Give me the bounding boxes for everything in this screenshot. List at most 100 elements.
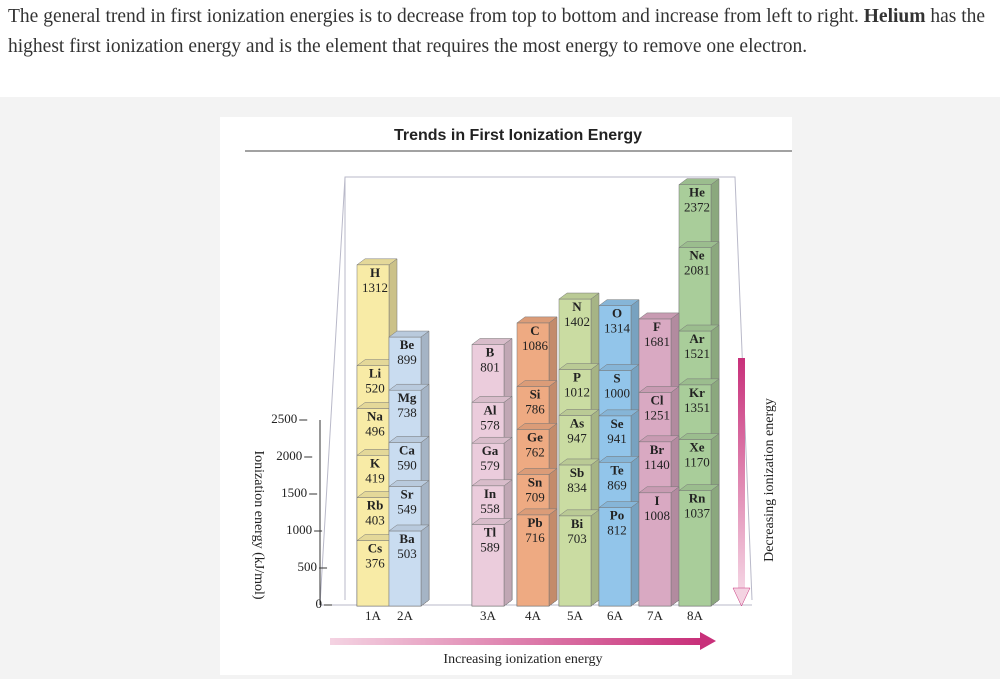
element-symbol: B [486,344,495,359]
element-value: 2081 [684,263,710,278]
element-symbol: Br [650,442,665,457]
column-top [388,480,430,487]
element-symbol: C [530,323,539,338]
column-side [590,509,600,607]
column [388,530,422,607]
column-top [638,486,680,494]
element-symbol: Sr [401,486,414,501]
group-label: 5A [567,608,584,623]
element-value: 589 [480,539,500,554]
column-side [710,484,720,607]
element-symbol: Al [484,402,497,417]
element-value: 738 [397,405,417,420]
element-value: 899 [397,352,417,367]
element-value: 503 [397,546,417,561]
column-top [678,241,720,248]
y-tick-label: 2500 [271,411,297,426]
figure-title: Trends in First Ionization Energy [394,127,642,144]
element-value: 1521 [684,346,710,361]
element-value: 1012 [564,384,590,399]
element-symbol: Mg [398,390,417,405]
column [678,490,712,607]
column-top [471,396,513,403]
element-symbol: Rn [689,491,706,506]
element-value: 590 [397,457,417,472]
column-top [516,468,558,475]
column-top [678,324,720,332]
element-value: 786 [525,402,545,417]
element-value: 703 [567,531,587,546]
column-top [471,479,513,487]
element-value: 1351 [684,400,710,415]
element-symbol: Na [367,408,383,423]
y-tick-label: 500 [298,559,318,574]
element-symbol: Ca [399,442,415,457]
column-top [388,330,430,338]
element-value: 1314 [604,321,631,336]
column-top [558,458,600,466]
element-symbol: Bi [571,516,584,531]
column-top [388,524,430,532]
element-symbol: He [689,185,705,200]
element-symbol: Ge [527,429,543,444]
element-symbol: F [653,319,661,334]
column-top [388,383,430,391]
group-label: 1A [365,608,382,623]
element-value: 1008 [644,508,670,523]
element-symbol: Be [400,337,415,352]
element-value: 1170 [684,455,710,470]
column-top [678,433,720,440]
element-symbol: K [370,455,381,470]
column-top [471,436,513,444]
element-symbol: Sn [528,474,543,489]
element-symbol: Xe [689,440,704,455]
element-symbol: I [654,493,659,508]
element-symbol: Tl [484,524,497,539]
column-top [388,436,430,443]
element-symbol: As [570,415,584,430]
element-value: 716 [525,530,545,545]
element-value: 762 [525,444,545,459]
element-value: 520 [365,381,385,396]
y-tick-label: 1500 [281,485,307,500]
column [516,514,550,607]
group-label: 7A [647,608,664,623]
column-top [516,423,558,430]
paragraph: The general trend in first ionization en… [8,2,998,62]
element-value: 558 [480,501,500,516]
column-side [670,486,680,607]
group-label: 2A [397,608,414,623]
element-symbol: Te [610,462,623,477]
element-symbol: Ar [689,331,704,346]
column-top [558,409,600,416]
element-value: 496 [365,423,385,438]
column-top [678,484,720,491]
element-symbol: Se [611,416,624,431]
element-value: 834 [567,480,587,495]
element-value: 549 [397,501,417,516]
element-symbol: Kr [689,385,705,400]
element-value: 1140 [644,457,670,472]
element-symbol: Rb [367,498,384,513]
y-tick-label: 0 [316,596,323,611]
text: The general trend in first ionization en… [8,6,859,27]
group-label: 8A [687,608,704,623]
element-value: 801 [480,359,500,374]
element-value: 709 [525,489,545,504]
bold-text: Helium [863,6,926,27]
element-symbol: In [484,486,497,501]
column [638,492,672,607]
column [598,507,632,607]
arrow-head [732,587,751,607]
element-value: 403 [365,513,385,528]
arrow-shaft [330,638,700,645]
column-top [471,338,513,345]
element-symbol: Pb [527,515,542,530]
column-top [598,299,640,306]
element-symbol: Ga [482,443,499,458]
column [558,515,592,607]
